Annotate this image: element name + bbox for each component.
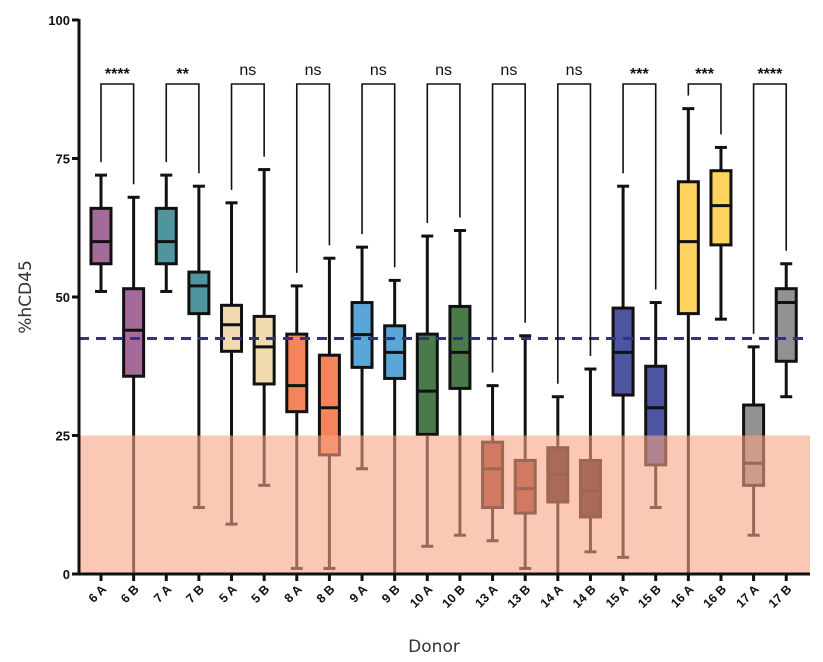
x-tick-label: 6 B [118, 582, 142, 606]
x-tick-label: 15 B [635, 582, 664, 611]
y-tick-label: 25 [56, 429, 70, 444]
x-tick-label: 9 B [379, 582, 403, 606]
x-tick-label: 7 A [151, 582, 174, 605]
y-axis-label: %hCD45 [16, 260, 36, 334]
x-tick-label: 13 A [472, 582, 500, 610]
box-iqr [676, 180, 700, 316]
x-tick-label: 5 B [249, 582, 273, 606]
significance-label: ns [566, 62, 583, 79]
shaded-region [79, 435, 810, 574]
box-iqr [220, 303, 244, 353]
y-tick-label: 0 [63, 567, 70, 582]
significance-label: ** [176, 66, 189, 83]
significance-bracket [361, 83, 396, 268]
box-iqr [709, 169, 733, 247]
box-16b [709, 145, 733, 321]
significance-label: ns [370, 62, 387, 79]
x-tick-label: 6 A [86, 582, 109, 605]
box-15a [611, 184, 635, 559]
significance-bracket [100, 83, 135, 185]
x-tick-label: 8 A [282, 582, 305, 605]
significance-bracket [557, 83, 592, 384]
x-tick-label: 10 A [407, 582, 435, 610]
significance-label: **** [105, 66, 131, 83]
x-tick-label: 10 B [439, 582, 468, 611]
box-iqr [285, 332, 309, 414]
significance-bracket [491, 83, 526, 373]
significance-label: **** [757, 66, 783, 83]
y-tick-label: 75 [56, 152, 70, 167]
x-tick-label: 16 A [668, 582, 696, 610]
significance-label: *** [630, 66, 649, 83]
x-tick-label: 14 B [570, 582, 599, 611]
box-17b [774, 262, 798, 399]
significance-bracket [230, 83, 265, 190]
x-tick-label: 17 A [733, 582, 761, 610]
significance-bracket [622, 83, 657, 290]
y-tick-label: 100 [48, 13, 70, 28]
box-iqr [187, 270, 211, 316]
x-axis-label: Donor [408, 637, 460, 657]
x-tick-label: 8 B [314, 582, 338, 606]
significance-label: *** [695, 66, 714, 83]
box-iqr [122, 287, 146, 378]
significance-bracket [752, 83, 788, 334]
x-tick-label: 9 A [347, 582, 370, 605]
x-tick-label: 7 B [183, 582, 207, 606]
x-tick-label: 17 B [766, 582, 795, 611]
box-iqr [89, 206, 113, 266]
significance-bracket [426, 83, 461, 224]
x-tick-label: 13 B [505, 582, 534, 611]
box-6a [89, 173, 113, 293]
x-tick-label: 5 A [216, 582, 239, 605]
box-iqr [448, 304, 472, 390]
significance-label: ns [435, 62, 452, 79]
box-iqr [252, 314, 276, 386]
significance-label: ns [239, 62, 256, 79]
significance-bracket [687, 83, 722, 135]
significance-label: ns [305, 62, 322, 79]
box-iqr [774, 287, 798, 363]
y-tick-label: 50 [56, 290, 70, 305]
significance-label: ns [500, 62, 517, 79]
significance-bracket [295, 83, 331, 273]
box-iqr [154, 206, 178, 266]
significance-bracket [165, 83, 200, 174]
x-tick-label: 14 A [538, 582, 566, 610]
box-iqr [415, 332, 439, 436]
box-7a [154, 173, 178, 293]
x-tick-label: 15 A [603, 582, 631, 610]
x-tick-label: 16 B [701, 582, 730, 611]
